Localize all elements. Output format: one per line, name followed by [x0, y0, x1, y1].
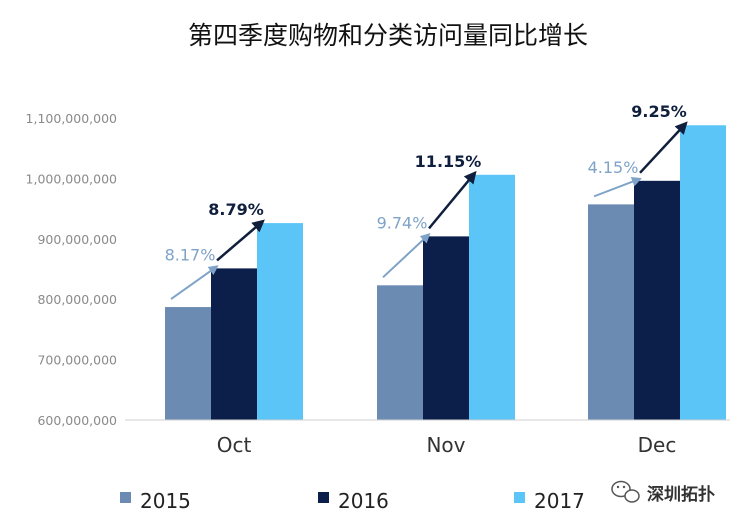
- growth-arrow: [216, 219, 265, 262]
- y-tick-label: 700,000,000: [37, 353, 117, 368]
- y-tick-label: 600,000,000: [37, 413, 117, 428]
- legend-swatch: [318, 492, 329, 503]
- bar-oct-2017: [257, 223, 303, 420]
- growth-arrow: [382, 233, 431, 279]
- y-tick-label: 800,000,000: [37, 292, 117, 307]
- growth-label: 9.74%: [377, 213, 428, 232]
- growth-arrow: [428, 170, 477, 230]
- bar-nov-2017: [469, 174, 515, 420]
- bars: [165, 125, 726, 421]
- growth-label: 8.79%: [208, 200, 264, 219]
- legend: 2015 2016 2017: [120, 489, 585, 513]
- bar-dec-2017: [680, 125, 726, 421]
- watermark: 深圳拓扑: [611, 480, 715, 505]
- bar-nov-2015: [377, 285, 423, 420]
- chart-title: 第四季度购物和分类访问量同比增长: [188, 21, 588, 50]
- x-tick-label: Dec: [638, 433, 677, 457]
- y-tick-label: 1,100,000,000: [26, 111, 117, 126]
- y-tick-label: 900,000,000: [37, 232, 117, 247]
- growth-arrow: [170, 265, 219, 300]
- bar-oct-2015: [165, 307, 211, 420]
- x-tick-label: Oct: [217, 433, 252, 457]
- y-tick-label: 1,000,000,000: [26, 171, 117, 186]
- wechat-icon: [611, 480, 640, 503]
- growth-annotations: 8.17% 8.79% 9.74% 11.15% 4.15% 9.25%: [165, 102, 688, 300]
- legend-swatch: [120, 492, 131, 503]
- growth-label: 9.25%: [631, 102, 687, 121]
- legend-label: 2017: [534, 489, 585, 513]
- legend-label: 2015: [140, 489, 191, 513]
- growth-label: 11.15%: [415, 152, 482, 171]
- x-axis: Oct Nov Dec: [217, 433, 677, 457]
- bar-dec-2016: [634, 180, 680, 420]
- watermark-text: 深圳拓扑: [647, 484, 715, 505]
- x-tick-label: Nov: [426, 433, 465, 457]
- growth-arrow: [593, 176, 642, 198]
- bar-oct-2016: [211, 268, 257, 420]
- growth-arrow: [639, 121, 688, 174]
- growth-label: 8.17%: [165, 245, 216, 264]
- bar-nov-2016: [423, 236, 469, 420]
- legend-label: 2016: [338, 489, 389, 513]
- bar-dec-2015: [588, 204, 634, 420]
- y-axis: 600,000,000 700,000,000 800,000,000 900,000…: [26, 111, 117, 428]
- legend-swatch: [514, 492, 525, 503]
- growth-label: 4.15%: [588, 158, 639, 177]
